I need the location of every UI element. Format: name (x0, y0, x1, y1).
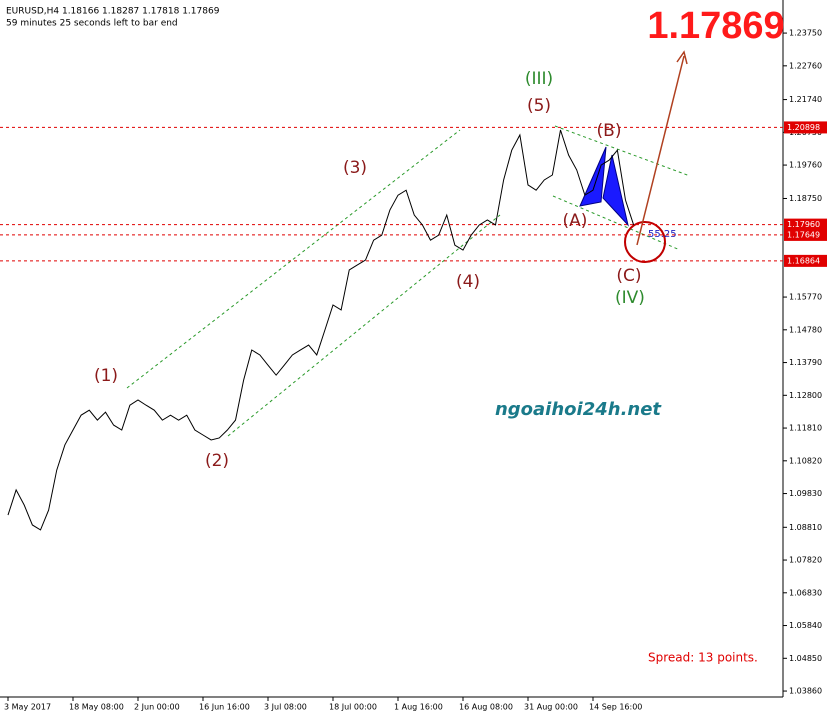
y-tick-label: 1.14780 (789, 325, 822, 334)
y-tick-label: 1.09830 (789, 489, 822, 498)
level-label: 1.20898 (787, 123, 820, 132)
wave-label: (3) (343, 158, 367, 178)
level-label: 1.17649 (787, 230, 820, 239)
x-tick-label: 18 Jul 00:00 (329, 703, 377, 712)
y-tick-label: 1.13790 (789, 358, 822, 367)
y-tick-label: 1.06830 (789, 588, 822, 597)
level-box (784, 228, 827, 241)
y-tick-label: 1.05840 (789, 621, 822, 630)
target-circle (624, 221, 666, 263)
subheader: 59 minutes 25 seconds left to bar end (6, 19, 178, 29)
y-tick-label: 1.04850 (789, 654, 822, 663)
price-line (7, 129, 635, 531)
y-tick-label: 1.03860 (789, 687, 822, 696)
arrow-head (676, 50, 688, 65)
channel-line (552, 195, 681, 251)
y-tick-label: 1.15770 (789, 293, 822, 302)
wave-label: (2) (205, 451, 229, 471)
wave-label: (IV) (615, 288, 645, 308)
x-tick-label: 3 May 2017 (4, 703, 51, 712)
watermark: ngoaihoi24h.net (495, 399, 662, 420)
pattern-triangle (602, 154, 629, 227)
y-tick-label: 1.11810 (789, 424, 822, 433)
channel-line (227, 214, 501, 437)
wave-label: (III) (525, 69, 553, 89)
level-box (784, 218, 827, 231)
y-tick-label: 1.07820 (789, 556, 822, 565)
x-tick-label: 16 Aug 08:00 (459, 703, 513, 712)
pattern-triangle (579, 146, 607, 207)
x-tick-label: 2 Jun 00:00 (134, 703, 180, 712)
x-tick-label: 1 Aug 16:00 (394, 703, 443, 712)
x-tick-label: 18 May 08:00 (69, 703, 124, 712)
arrow (636, 55, 685, 246)
x-tick-label: 16 Jun 16:00 (199, 703, 250, 712)
header: EURUSD,H4 1.18166 1.18287 1.17818 1.1786… (6, 7, 220, 17)
y-tick-label: 1.12800 (789, 391, 822, 400)
x-tick-label: 3 Jul 08:00 (264, 703, 307, 712)
wave-label: (A) (563, 211, 588, 231)
wave-label: (5) (527, 96, 551, 116)
channels (126, 125, 691, 437)
wave-label: (B) (597, 121, 622, 141)
y-tick-label: 1.19760 (789, 161, 822, 170)
level-box (784, 254, 827, 267)
level-label: 1.17960 (787, 220, 820, 229)
wave-label: (4) (456, 272, 480, 292)
y-tick-label: 1.23750 (789, 29, 822, 38)
level-label: 1.16864 (787, 256, 820, 265)
wave-label: (1) (94, 366, 118, 386)
y-tick-label: 1.10820 (789, 456, 822, 465)
level-box (784, 121, 827, 134)
spread-note: Spread: 13 points. (648, 651, 758, 665)
wave-label: (C) (616, 266, 641, 286)
channel-line (126, 129, 461, 389)
x-tick-label: 31 Aug 00:00 (524, 703, 578, 712)
y-tick-label: 1.21740 (789, 95, 822, 104)
target-label: 1.17869 (647, 5, 784, 47)
y-tick-label: 1.18750 (789, 194, 822, 203)
x-tick-label: 14 Sep 16:00 (589, 703, 642, 712)
y-tick-label: 1.22760 (789, 61, 822, 70)
y-tick-label: 1.08810 (789, 523, 822, 532)
